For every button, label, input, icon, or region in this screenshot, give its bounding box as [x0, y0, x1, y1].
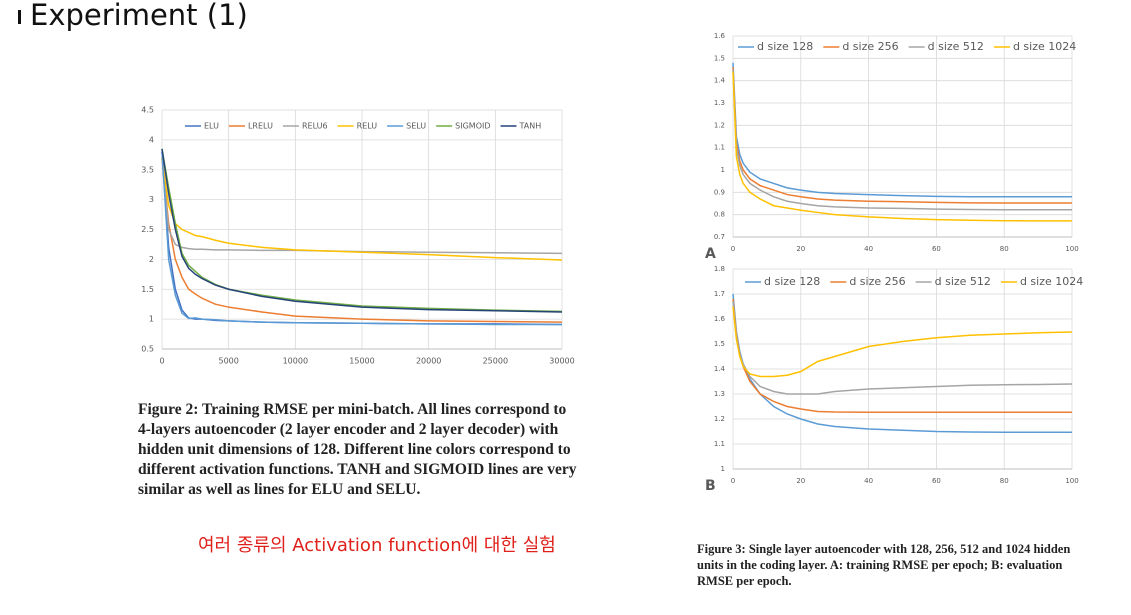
- y-tick-label: 4.5: [141, 106, 154, 115]
- y-tick-label: 2.5: [141, 225, 154, 234]
- y-tick-label: 0.8: [714, 211, 725, 219]
- legend-label: d size 1024: [1020, 275, 1083, 288]
- legend-label: d size 1024: [1013, 40, 1076, 53]
- legend-label: d size 256: [849, 275, 905, 288]
- series-line: [732, 67, 1072, 204]
- panel-label: A: [705, 246, 716, 262]
- x-tick-label: 40: [864, 245, 873, 253]
- series-line: [732, 306, 1073, 378]
- x-tick-label: 80: [1000, 477, 1009, 485]
- y-tick-label: 1.4: [714, 365, 726, 373]
- y-tick-label: 1.6: [714, 32, 726, 40]
- y-tick-label: 1.3: [714, 390, 725, 398]
- figure-caption: Figure 2: Training RMSE per mini-batch. …: [138, 401, 577, 498]
- y-tick-label: 1.2: [714, 121, 725, 129]
- series-line: [161, 157, 563, 255]
- x-tick-label: 0: [159, 357, 164, 366]
- y-tick-label: 1: [721, 166, 725, 174]
- series-line: [732, 301, 1073, 395]
- legend-label: RELU6: [302, 122, 328, 131]
- x-tick-label: 80: [1000, 245, 1009, 253]
- x-tick-label: 100: [1065, 477, 1078, 485]
- legend-label: d size 128: [764, 275, 820, 288]
- x-tick-label: 20: [796, 245, 805, 253]
- x-tick-label: 20: [796, 477, 805, 485]
- x-tick-label: 60: [932, 245, 941, 253]
- note: 여러 종류의 Activation function에 대한 실험: [198, 535, 556, 556]
- legend-label: d size 512: [928, 40, 984, 53]
- x-tick-label: 5000: [218, 357, 238, 366]
- slide-title: Experiment (1): [30, 0, 248, 32]
- y-tick-label: 1.8: [714, 265, 725, 273]
- series-line: [161, 151, 562, 326]
- x-tick-label: 100: [1065, 245, 1078, 253]
- y-tick-label: 1.4: [714, 77, 726, 85]
- legend-label: RELU: [357, 122, 378, 131]
- x-tick-label: 10000: [283, 357, 308, 366]
- y-tick-label: 1.2: [714, 415, 725, 423]
- legend-label: SELU: [406, 122, 426, 131]
- series-line: [161, 157, 563, 261]
- legend-label: ELU: [204, 122, 219, 131]
- legend-label: d size 512: [935, 275, 991, 288]
- y-tick-label: 1.1: [714, 144, 725, 152]
- y-tick-label: 3: [149, 195, 154, 204]
- y-tick-label: 2: [149, 255, 154, 264]
- legend-label: TANH: [519, 122, 542, 131]
- y-tick-label: 0.9: [714, 188, 725, 196]
- y-tick-label: 1.5: [714, 340, 725, 348]
- x-tick-label: 15000: [349, 357, 374, 366]
- y-tick-label: 1.3: [714, 99, 725, 107]
- series-line: [161, 148, 563, 313]
- y-tick-label: 0.5: [141, 345, 154, 354]
- panel-label: B: [705, 478, 716, 494]
- y-tick-label: 4: [149, 135, 154, 144]
- y-tick-label: 1.5: [141, 285, 154, 294]
- series-line: [732, 69, 1072, 211]
- y-tick-label: 0.7: [714, 233, 725, 241]
- legend-label: LRELU: [248, 122, 273, 131]
- x-tick-label: 40: [864, 477, 873, 485]
- series-line: [732, 62, 1072, 198]
- x-tick-label: 0: [731, 245, 735, 253]
- y-tick-label: 1.1: [714, 440, 725, 448]
- legend-label: SIGMOID: [455, 122, 490, 131]
- y-tick-label: 3.5: [141, 165, 154, 174]
- figure-caption: Figure 3: Single layer autoencoder with …: [697, 542, 1071, 588]
- y-tick-label: 1.7: [714, 290, 725, 298]
- series-line: [732, 71, 1072, 222]
- y-tick-label: 1.5: [714, 54, 725, 62]
- series-line: [732, 298, 1072, 413]
- x-tick-label: 0: [731, 477, 735, 485]
- legend-label: d size 256: [842, 40, 898, 53]
- x-tick-label: 20000: [416, 357, 441, 366]
- y-tick-label: 1.6: [714, 315, 726, 323]
- y-tick-label: 1: [721, 465, 725, 473]
- title-bullet: [18, 10, 21, 24]
- y-tick-label: 1: [149, 315, 154, 324]
- legend-label: d size 128: [757, 40, 813, 53]
- x-tick-label: 25000: [483, 357, 508, 366]
- x-tick-label: 60: [932, 477, 941, 485]
- x-tick-label: 30000: [549, 357, 574, 366]
- series-line: [161, 157, 563, 323]
